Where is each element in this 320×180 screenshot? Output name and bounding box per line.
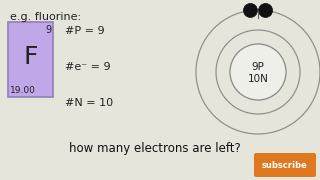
Text: subscribe: subscribe (262, 161, 308, 170)
FancyBboxPatch shape (254, 153, 316, 177)
Text: #P = 9: #P = 9 (65, 26, 105, 36)
Text: 19.00: 19.00 (10, 86, 36, 95)
Text: 9: 9 (45, 25, 51, 35)
Circle shape (230, 44, 286, 100)
Text: 10N: 10N (248, 74, 268, 84)
Text: #N = 10: #N = 10 (65, 98, 113, 108)
Text: 9P: 9P (252, 62, 264, 72)
Text: e.g. fluorine:: e.g. fluorine: (10, 12, 81, 22)
Circle shape (244, 3, 258, 17)
Text: F: F (23, 46, 38, 69)
FancyBboxPatch shape (8, 22, 53, 97)
Circle shape (259, 3, 273, 17)
Text: how many electrons are left?: how many electrons are left? (69, 142, 241, 155)
Text: #e⁻ = 9: #e⁻ = 9 (65, 62, 111, 72)
